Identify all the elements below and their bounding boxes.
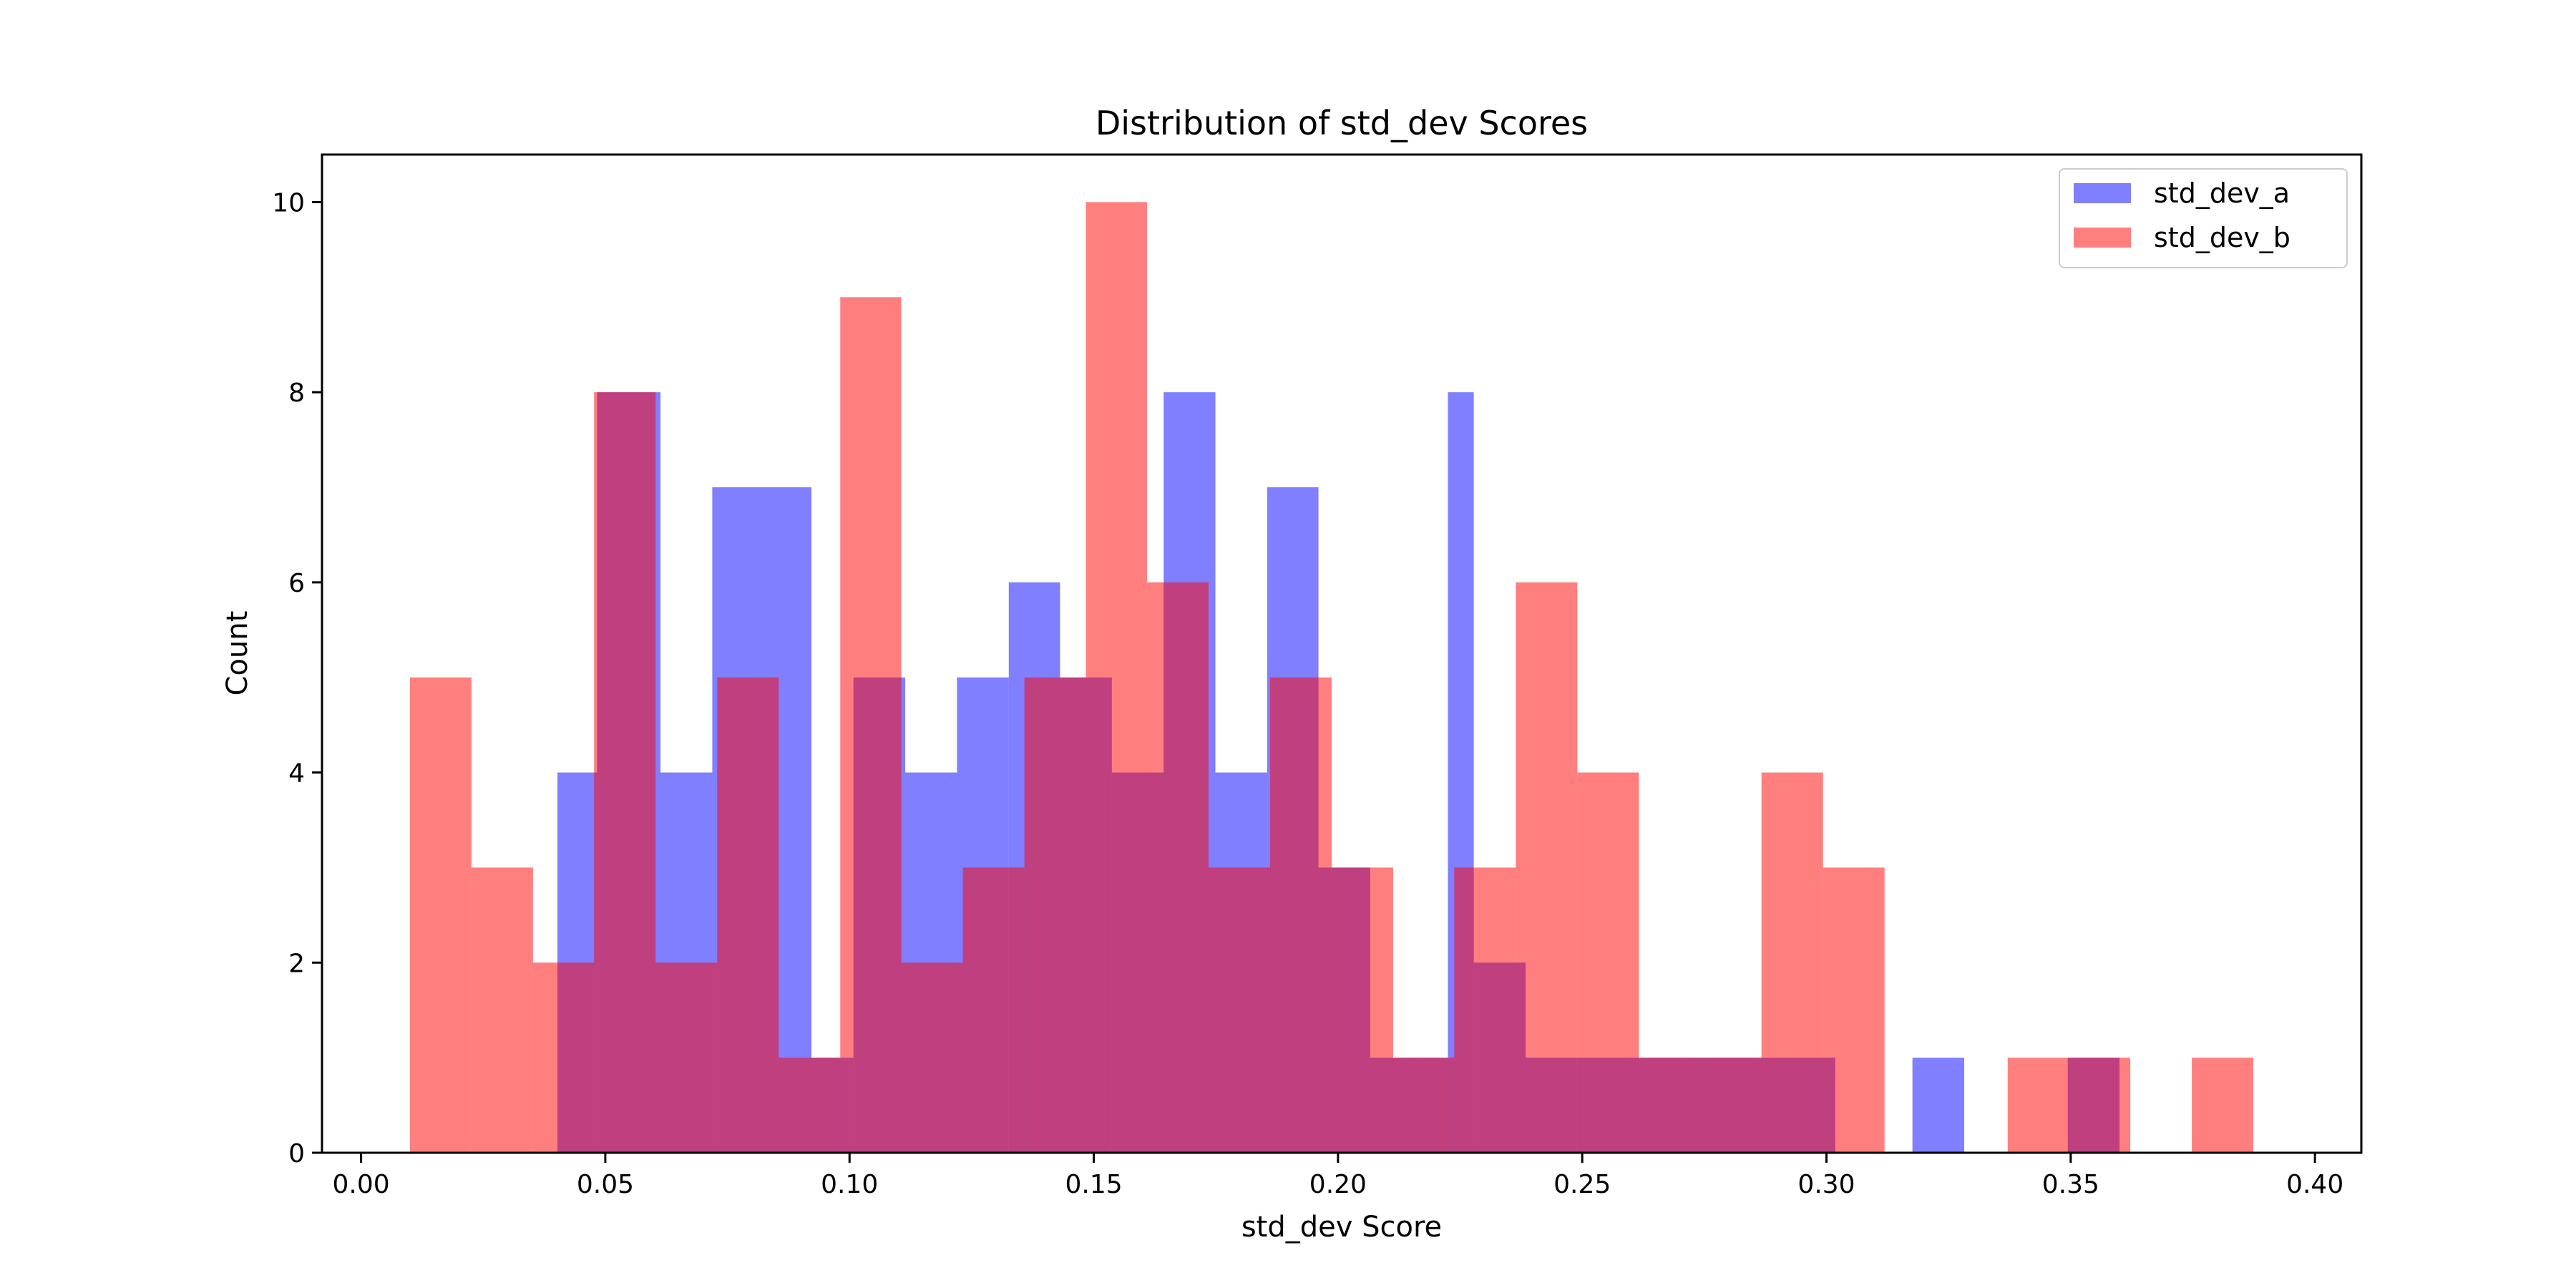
bar-std_dev_b-15 (1332, 867, 1394, 1153)
bar-std_dev_b-21 (1700, 1058, 1762, 1153)
bar-std_dev_b-14 (1269, 677, 1332, 1153)
legend-label-b: std_dev_b (2154, 222, 2290, 253)
y-tick-label: 10 (272, 188, 305, 218)
x-tick-label: 0.35 (2042, 1170, 2099, 1199)
bar-std_dev_b-22 (1761, 772, 1823, 1153)
bar-std_dev_b-4 (655, 962, 718, 1153)
bar-std_dev_a-28 (1912, 1058, 1965, 1153)
bar-std_dev_b-10 (1024, 677, 1086, 1153)
bar-std_dev_b-18 (1516, 582, 1578, 1153)
x-tick-label: 0.25 (1553, 1170, 1611, 1199)
bar-std_dev_b-19 (1577, 772, 1639, 1153)
y-tick-label: 2 (288, 949, 305, 978)
bar-std_dev_b-9 (962, 867, 1025, 1153)
y-axis: 0 2 4 6 8 10 (272, 188, 322, 1169)
legend-swatch-a (2074, 183, 2131, 203)
y-tick-label: 8 (288, 379, 305, 408)
y-tick-label: 4 (288, 759, 305, 789)
bar-std_dev_b-5 (717, 677, 779, 1153)
plot-frame (321, 153, 2363, 1154)
bar-std_dev_b-17 (1454, 867, 1516, 1153)
chart-title: Distribution of std_dev Scores (1096, 104, 1588, 142)
bar-std_dev_b-11 (1085, 202, 1147, 1153)
x-tick-label: 0.10 (821, 1170, 878, 1199)
bar-std_dev_b-8 (901, 962, 963, 1153)
bar-std_dev_b-12 (1146, 582, 1209, 1153)
y-tick-label: 6 (288, 569, 305, 598)
x-tick-label: 0.15 (1065, 1170, 1122, 1199)
bar-std_dev_b-3 (594, 392, 656, 1153)
legend-frame (2059, 168, 2348, 268)
x-tick-label: 0.00 (333, 1170, 390, 1199)
series-std_dev_b (409, 202, 2254, 1153)
bar-std_dev_b-29 (2192, 1058, 2254, 1153)
x-tick-label: 0.40 (2286, 1170, 2343, 1199)
y-axis-title: Count (221, 611, 254, 696)
bar-std_dev_b-7 (840, 297, 902, 1153)
bar-std_dev_b-0 (409, 677, 472, 1153)
bar-std_dev_b-20 (1639, 1058, 1701, 1153)
bars-layer (409, 202, 2254, 1153)
bar-std_dev_b-27 (2069, 1058, 2131, 1153)
bar-std_dev_b-1 (471, 867, 533, 1153)
bar-std_dev_b-16 (1393, 1058, 1455, 1153)
x-tick-label: 0.20 (1309, 1170, 1367, 1199)
x-tick-label: 0.30 (1797, 1170, 1855, 1199)
bar-std_dev_b-26 (2007, 1058, 2069, 1153)
bar-std_dev_b-13 (1208, 867, 1270, 1153)
legend-label-a: std_dev_a (2154, 177, 2290, 209)
legend: std_dev_a std_dev_b (2059, 168, 2348, 268)
x-axis-title: std_dev Score (1241, 1211, 1442, 1244)
legend-swatch-b (2074, 228, 2131, 248)
bar-std_dev_b-6 (779, 1058, 841, 1153)
x-axis: 0.00 0.05 0.10 0.15 0.20 0.25 0.30 0.35 0.40 (333, 1153, 2343, 1199)
y-tick-label: 0 (288, 1139, 305, 1169)
bar-std_dev_b-2 (532, 962, 595, 1153)
x-tick-label: 0.05 (577, 1170, 634, 1199)
bar-std_dev_b-23 (1823, 867, 1885, 1153)
